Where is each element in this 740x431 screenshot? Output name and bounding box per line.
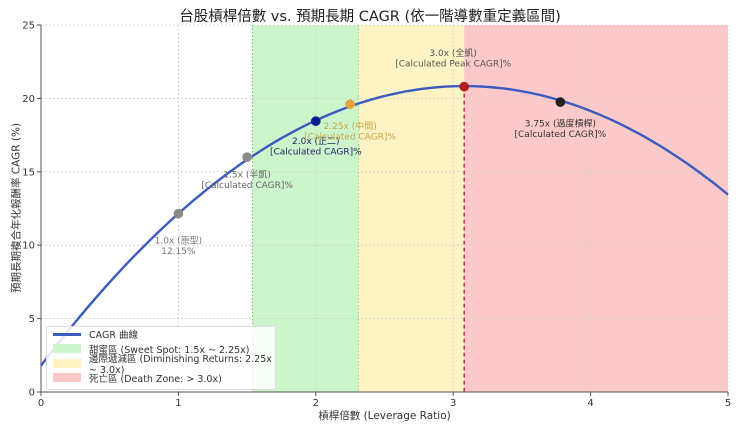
x-tick-label: 4 <box>587 398 593 409</box>
x-tick-label: 0 <box>38 398 44 409</box>
data-point-marker <box>310 116 321 127</box>
legend-label: 死亡區 (Death Zone: > 3.0x) <box>89 373 222 385</box>
cagr-curve-line <box>40 84 729 367</box>
y-tick-label: 5 <box>29 314 35 325</box>
legend-label: CAGR 曲線 <box>89 330 138 342</box>
data-point-marker <box>459 81 470 92</box>
yellow-swatch-icon <box>53 358 81 368</box>
legend-item-sweet-spot: 甜蜜區 (Sweet Spot: 1.5x ~ 2.25x) <box>47 342 275 357</box>
annotation-value: [Calculated CAGR]% <box>515 130 607 140</box>
line-swatch-icon <box>53 333 81 336</box>
data-point-marker <box>173 208 184 219</box>
y-axis-label: 預期長期複合年化報酬率 CAGR (%) <box>10 122 23 294</box>
y-tick-label: 20 <box>22 94 35 105</box>
x-axis-label: 槓桿倍數 (Leverage Ratio) <box>318 410 451 422</box>
annotation-label: 3.75x (過度槓桿) <box>525 117 596 129</box>
legend-item-death-zone: 死亡區 (Death Zone: > 3.0x) <box>47 371 275 386</box>
y-tick-label: 10 <box>22 241 35 252</box>
green-swatch-icon <box>53 344 81 354</box>
annotation-value: [Calculated CAGR]% <box>304 133 396 143</box>
annotation-value: [Calculated CAGR]% <box>201 181 293 191</box>
y-tick-label: 15 <box>22 167 35 178</box>
annotation-label: 1.0x (原型) <box>155 236 203 247</box>
y-tick-label: 0 <box>29 388 35 399</box>
zone-1 <box>358 25 465 392</box>
chart-title: 台股槓桿倍數 vs. 預期長期 CAGR (依一階導數重定義區間) <box>179 9 561 25</box>
annotation-value: [Calculated CAGR]% <box>270 147 362 157</box>
annotation-label: 2.0x (正二) <box>292 137 340 147</box>
x-tick-label: 3 <box>450 398 456 409</box>
annotation-label: 2.25x (中間) <box>324 120 377 132</box>
y-tick-label: 25 <box>22 21 35 32</box>
x-tick-label: 1 <box>175 398 181 409</box>
legend: CAGR 曲線 甜蜜區 (Sweet Spot: 1.5x ~ 2.25x) 邊… <box>46 326 276 390</box>
annotation-value: 12.15% <box>161 247 196 257</box>
annotation-value: [Calculated Peak CAGR]% <box>395 59 511 69</box>
legend-item-diminishing-returns: 邊際遞減區 (Diminishing Returns: 2.25x ~ 3.0x… <box>47 354 275 376</box>
x-tick-label: 2 <box>313 398 319 409</box>
data-point-marker <box>345 99 355 110</box>
legend-label: 邊際遞減區 (Diminishing Returns: 2.25x ~ 3.0x… <box>89 353 272 376</box>
data-point-marker <box>242 152 252 162</box>
legend-item-cagr-curve: CAGR 曲線 <box>47 327 275 342</box>
zone-2 <box>464 25 728 392</box>
data-point-marker <box>555 97 566 107</box>
x-tick-label: 5 <box>725 398 731 409</box>
annotation-label: 1.5x (半凱) <box>223 169 271 181</box>
annotation-label: 3.0x (全凱) <box>429 47 477 59</box>
legend-label: 甜蜜區 (Sweet Spot: 1.5x ~ 2.25x) <box>89 344 250 356</box>
red-swatch-icon <box>53 373 81 383</box>
